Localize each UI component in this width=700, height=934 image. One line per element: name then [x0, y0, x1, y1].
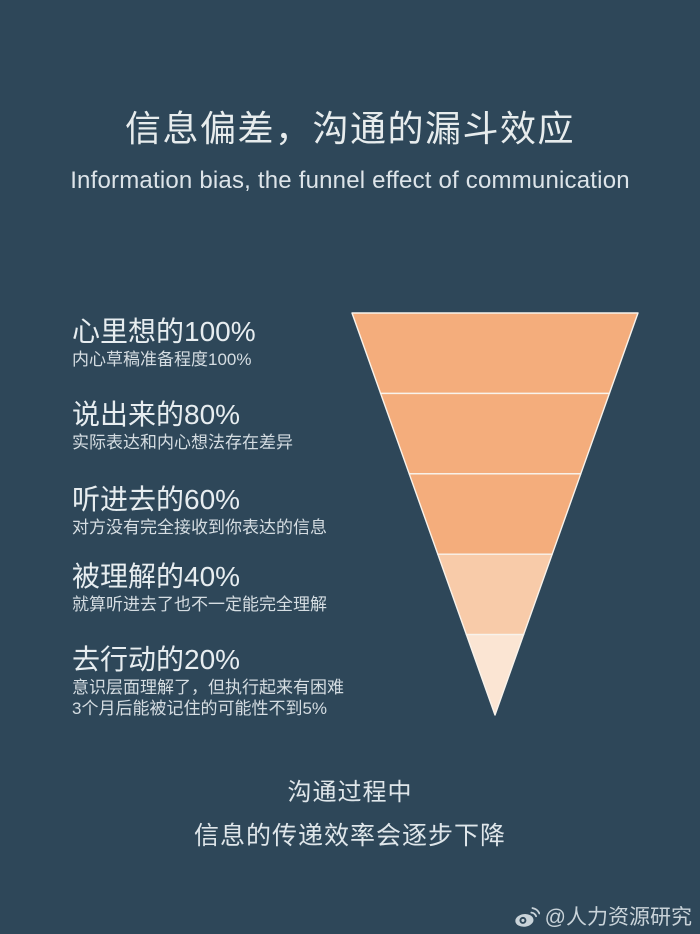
funnel-segment-1 [351, 312, 639, 395]
funnel-stage-label: 说出来的80% [72, 399, 241, 430]
funnel-segment-4 [437, 553, 553, 636]
funnel-stage-label: 被理解的40% [72, 561, 241, 592]
funnel-stage-desc: 对方没有完全接收到你表达的信息 [72, 518, 327, 537]
funnel-label-group-1: 心里想的100% 内心草稿准备程度100% [72, 315, 256, 370]
footer-line-1: 沟通过程中 [287, 779, 413, 806]
funnel-chart [351, 312, 639, 716]
page-subtitle: Information bias, the funnel effect of c… [70, 167, 630, 194]
watermark-handle: @人力资源研究 [544, 906, 692, 929]
funnel-stage-desc: 内心草稿准备程度100% [72, 350, 252, 369]
funnel-label-group-4: 被理解的40% 就算听进去了也不一定能完全理解 [72, 560, 327, 615]
watermark: @人力资源研究 [514, 901, 692, 931]
funnel-stage-desc: 意识层面理解了，但执行起来有困难 [72, 678, 344, 697]
funnel-segment-5 [465, 633, 525, 716]
funnel-label-group-5: 去行动的20% 意识层面理解了，但执行起来有困难 3个月后能被记住的可能性不到5… [72, 643, 344, 719]
funnel-stage-label: 心里想的100% [72, 316, 256, 347]
footer-line-2: 信息的传递效率会逐步下降 [193, 822, 506, 850]
funnel-label-group-2: 说出来的80% 实际表达和内心想法存在差异 [72, 398, 293, 453]
funnel-segment-3 [408, 473, 582, 555]
funnel-stage-desc: 3个月后能被记住的可能性不到5% [72, 699, 328, 718]
funnel-segment-2 [379, 392, 611, 475]
funnel-stage-label: 听进去的60% [72, 484, 241, 515]
page-title: 信息偏差，沟通的漏斗效应 [124, 108, 575, 149]
funnel-stage-desc: 就算听进去了也不一定能完全理解 [72, 595, 327, 614]
funnel-stage-desc: 实际表达和内心想法存在差异 [72, 433, 293, 452]
funnel-label-group-3: 听进去的60% 对方没有完全接收到你表达的信息 [72, 483, 327, 538]
weibo-icon [514, 906, 540, 927]
funnel-stage-label: 去行动的20% [72, 644, 241, 675]
